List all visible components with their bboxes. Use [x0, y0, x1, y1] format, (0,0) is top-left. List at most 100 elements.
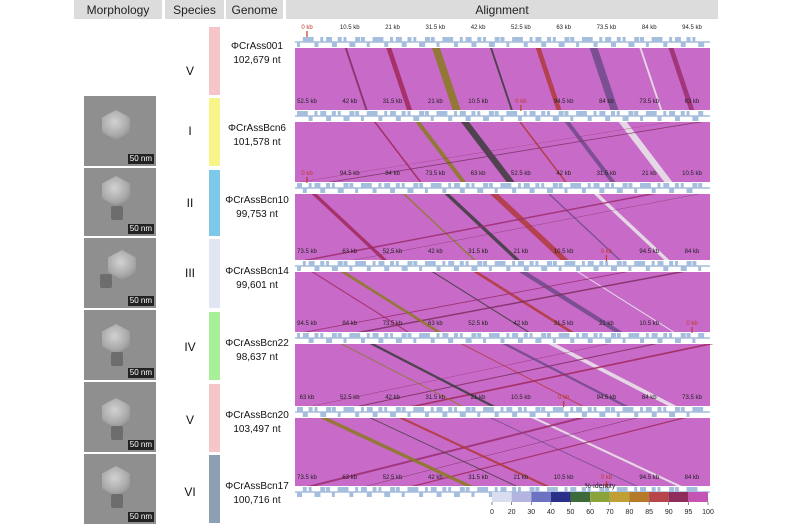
- gene-arrow: [419, 111, 425, 116]
- gene-arrow: [564, 188, 568, 193]
- gene-arrow: [698, 111, 704, 116]
- gene-arrow: [483, 116, 490, 121]
- gene-arrow: [378, 116, 383, 121]
- kb-label: 84 kb: [342, 321, 357, 327]
- gene-arrow: [378, 37, 384, 42]
- gene-arrow: [471, 407, 476, 412]
- gene-arrow: [378, 261, 385, 266]
- gene-arrow: [413, 183, 419, 188]
- gene-arrow: [628, 42, 635, 47]
- kb-label: 73.5 kb: [682, 395, 702, 401]
- species-color-bar: [209, 239, 220, 308]
- gene-arrow: [517, 37, 523, 42]
- gene-arrow: [407, 333, 412, 338]
- gene-arrow: [558, 183, 563, 188]
- gene-arrow: [407, 487, 414, 492]
- species-label: II: [186, 196, 194, 210]
- gene-arrow: [663, 266, 669, 271]
- gene-arrow: [320, 188, 326, 193]
- gene-arrow: [430, 407, 434, 412]
- gene-arrow: [430, 261, 436, 266]
- gene-arrow: [622, 407, 629, 412]
- gene-arrow: [570, 116, 574, 121]
- gene-arrow: [535, 338, 542, 343]
- kb-label: 52.5 kb: [383, 475, 403, 481]
- gene-arrow: [506, 42, 510, 47]
- kb-label: 94.5 kb: [597, 395, 617, 401]
- gene-arrow: [552, 338, 556, 343]
- gene-arrow: [622, 183, 628, 188]
- gene-arrow: [488, 333, 495, 338]
- kb-label: 0 kb: [686, 321, 698, 327]
- kb-label: 73.5 kb: [383, 321, 403, 327]
- gene-arrow: [628, 266, 632, 271]
- gene-arrow: [366, 42, 370, 47]
- gene-arrow: [698, 183, 703, 188]
- gene-arrow: [302, 188, 307, 193]
- legend-tick-label: 30: [527, 509, 535, 516]
- synteny-block: [295, 272, 710, 332]
- legend-tick-label: 100: [702, 509, 714, 516]
- gene-arrow: [453, 266, 459, 271]
- gene-arrow: [297, 183, 302, 188]
- scale-bar-label: 50 nm: [127, 224, 154, 234]
- kb-label: 63 kb: [556, 25, 571, 31]
- gene-arrow: [471, 183, 475, 188]
- kb-label: 52.5 kb: [383, 249, 403, 255]
- gene-arrow: [663, 333, 668, 338]
- alignment-panel: 0 kb 10.5 kb 21 kb 31.5 kb 42 kb 52.5 kb 63 kb…: [295, 25, 714, 498]
- gene-arrow: [355, 111, 360, 116]
- gene-arrow: [488, 407, 494, 412]
- genome-label: ΦCrAssBcn22 98,637 nt: [223, 337, 291, 365]
- gene-arrow: [372, 111, 378, 116]
- gene-arrow: [558, 42, 565, 47]
- gene-arrow: [605, 338, 612, 343]
- gene-arrow: [477, 37, 482, 42]
- legend-tick-label: 50: [567, 509, 575, 516]
- gene-arrow: [465, 183, 470, 188]
- gene-arrow: [384, 492, 391, 497]
- synteny-link: [668, 48, 695, 110]
- gene-arrow: [314, 266, 320, 271]
- gene-arrow: [442, 261, 446, 266]
- kb-label: 63 kb: [342, 249, 357, 255]
- gene-arrow: [390, 333, 394, 338]
- gene-arrow: [512, 188, 517, 193]
- gene-arrow: [651, 37, 658, 42]
- gene-arrow: [494, 37, 500, 42]
- gene-arrow: [599, 333, 603, 338]
- gene-arrow: [331, 266, 338, 271]
- synteny-link: [369, 344, 496, 406]
- gene-arrow: [570, 37, 575, 42]
- gene-arrow: [698, 266, 702, 271]
- kb-label: 10.5 kb: [511, 395, 531, 401]
- gene-arrow: [564, 487, 568, 492]
- synteny-link: [639, 48, 663, 110]
- micrograph-3: 50 nm: [84, 238, 156, 308]
- kb-label: 10.5 kb: [682, 171, 702, 177]
- gene-arrow: [640, 261, 646, 266]
- gene-arrow: [692, 487, 698, 492]
- gene-arrow: [593, 333, 598, 338]
- gene-arrow: [477, 188, 484, 193]
- species-color-bar: [209, 384, 220, 452]
- gene-arrow: [401, 266, 408, 271]
- kb-label: 52.5 kb: [511, 25, 531, 31]
- gene-arrow: [349, 183, 354, 188]
- synteny-link: [398, 418, 549, 486]
- gene-arrow: [494, 111, 499, 116]
- gene-arrow: [331, 42, 337, 47]
- gene-arrow: [657, 338, 663, 343]
- gene-arrow: [500, 37, 505, 42]
- gene-arrow: [547, 487, 554, 492]
- gene-arrow: [366, 492, 372, 497]
- gene-arrow: [337, 37, 342, 42]
- gene-arrow: [314, 183, 321, 188]
- gene-arrow: [669, 333, 673, 338]
- gene-arrow: [523, 111, 527, 116]
- species-color-bar: [209, 170, 220, 236]
- gene-arrow: [390, 111, 397, 116]
- gene-arrow: [360, 407, 364, 412]
- gene-arrow: [610, 333, 616, 338]
- gene-arrow: [541, 183, 545, 188]
